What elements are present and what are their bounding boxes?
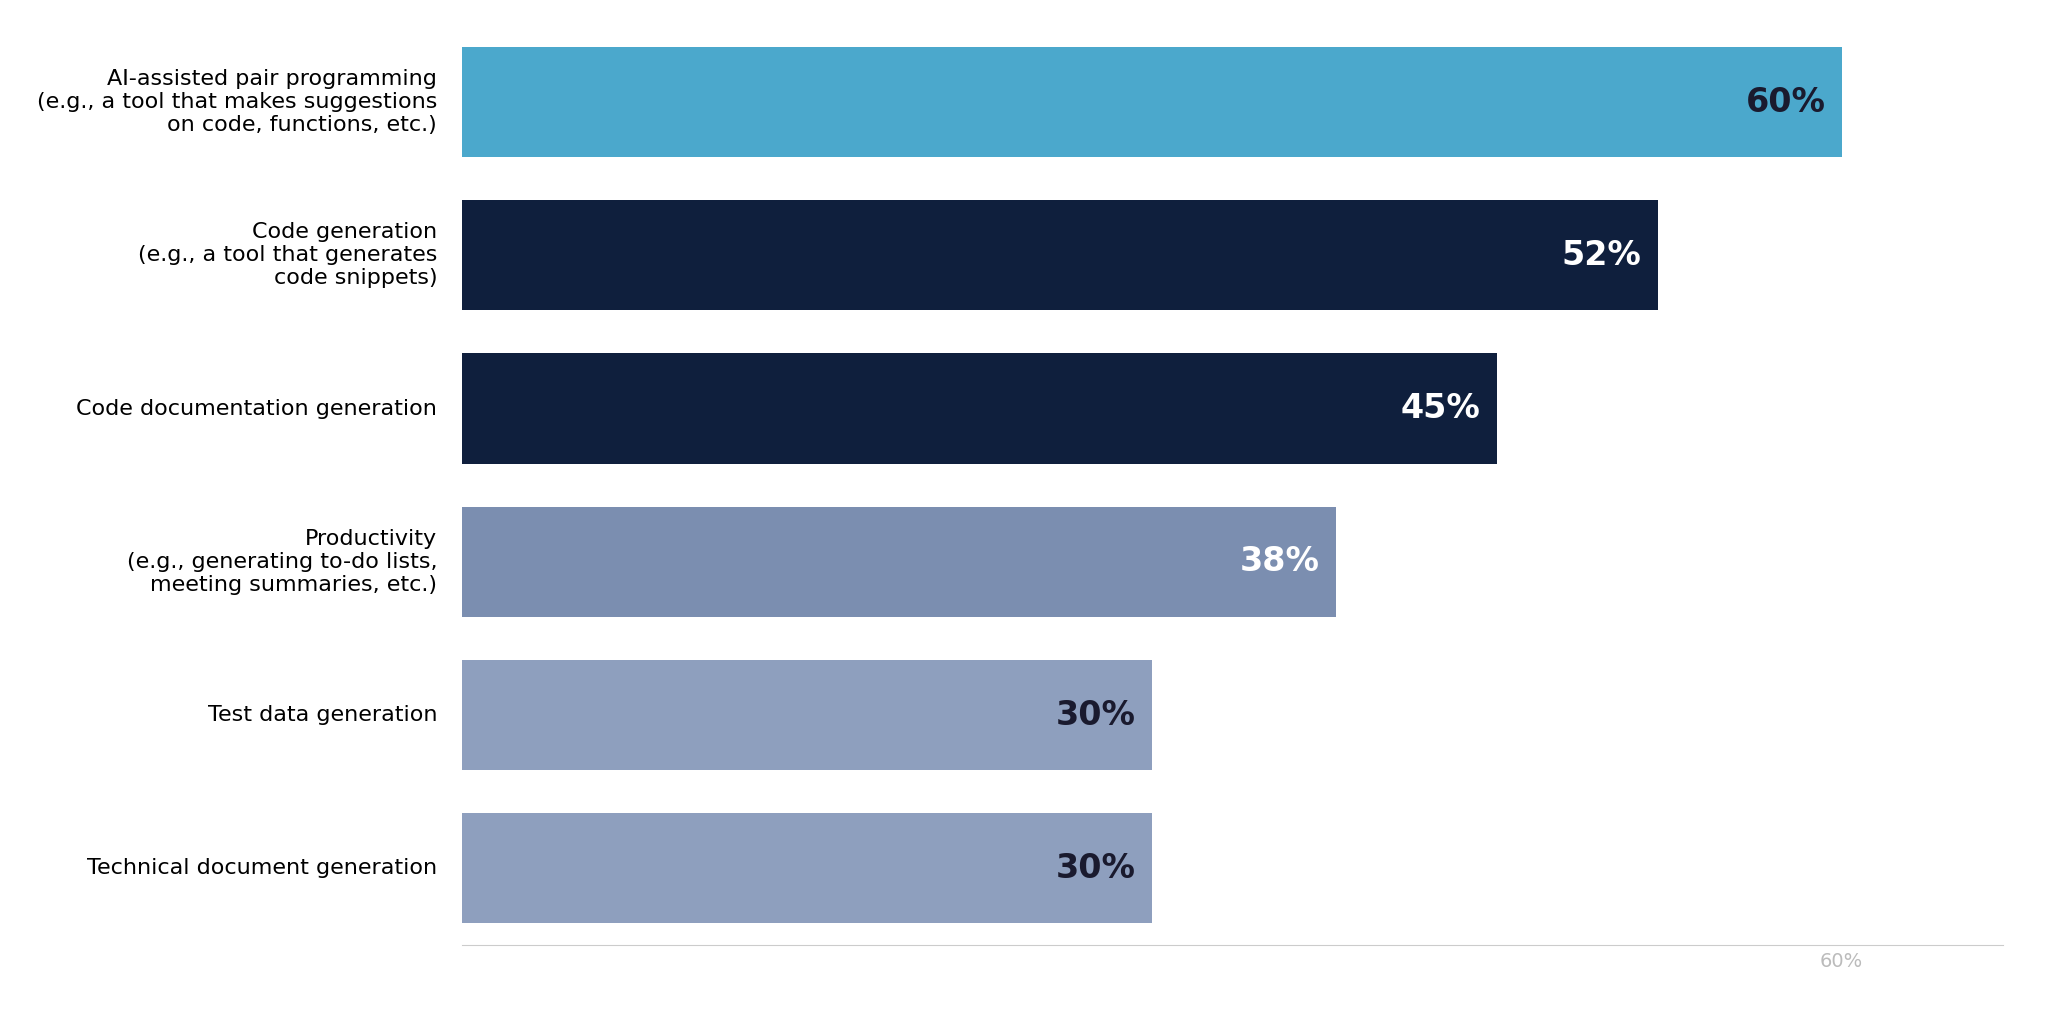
Text: 60%: 60% xyxy=(1746,85,1826,119)
Bar xyxy=(462,813,1152,924)
Bar xyxy=(462,659,1152,770)
Bar xyxy=(462,47,1842,157)
Text: 30%: 30% xyxy=(1056,851,1136,885)
Text: 38%: 38% xyxy=(1241,546,1321,578)
Bar xyxy=(462,507,1335,617)
Bar xyxy=(462,354,1497,463)
Text: 30%: 30% xyxy=(1056,699,1136,732)
Text: 52%: 52% xyxy=(1561,239,1641,271)
Bar xyxy=(462,200,1658,311)
Text: 45%: 45% xyxy=(1401,392,1481,425)
